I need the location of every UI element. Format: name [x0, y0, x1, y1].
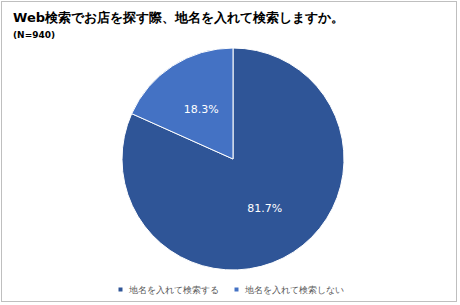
svg-text:Web検索でお店を探す際、地名を入れて検索しますか。: Web検索でお店を探す際、地名を入れて検索しますか。 — [13, 10, 344, 25]
svg-text:地名を入れて検索しない: 地名を入れて検索しない — [244, 285, 344, 295]
svg-text:地名を入れて検索する: 地名を入れて検索する — [128, 285, 219, 295]
svg-text:81.7%: 81.7% — [247, 202, 282, 215]
svg-text:18.3%: 18.3% — [184, 103, 219, 116]
svg-text:(N=940): (N=940) — [13, 30, 55, 40]
